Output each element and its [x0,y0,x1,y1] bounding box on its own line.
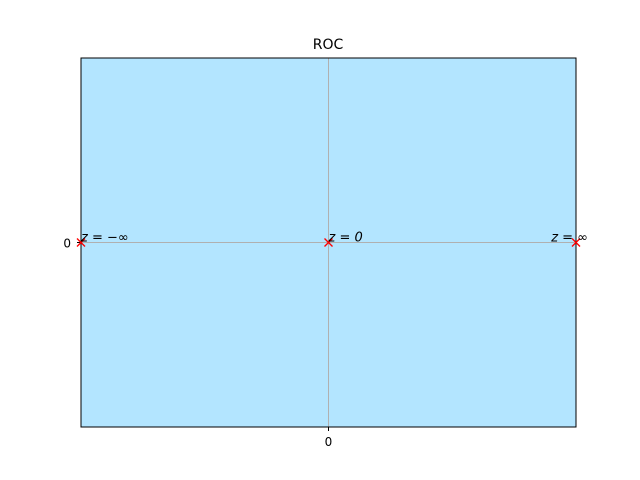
pole-label: z = ∞ [550,231,588,246]
pole-marker [324,238,333,247]
x-tick-label: 0 [325,435,333,449]
plot-area: 0 0 z = −∞ z = 0 z = ∞ [63,57,588,449]
pole-label: z = −∞ [80,231,129,246]
chart-title: ROC [313,37,344,53]
pole-label: z = 0 [328,231,363,246]
x-axis-ticks: 0 [325,427,333,449]
pole-marker [76,238,86,247]
y-tick-label: 0 [63,237,71,251]
pole-markers: z = −∞ z = 0 z = ∞ [76,231,588,247]
pole-marker [571,238,581,247]
